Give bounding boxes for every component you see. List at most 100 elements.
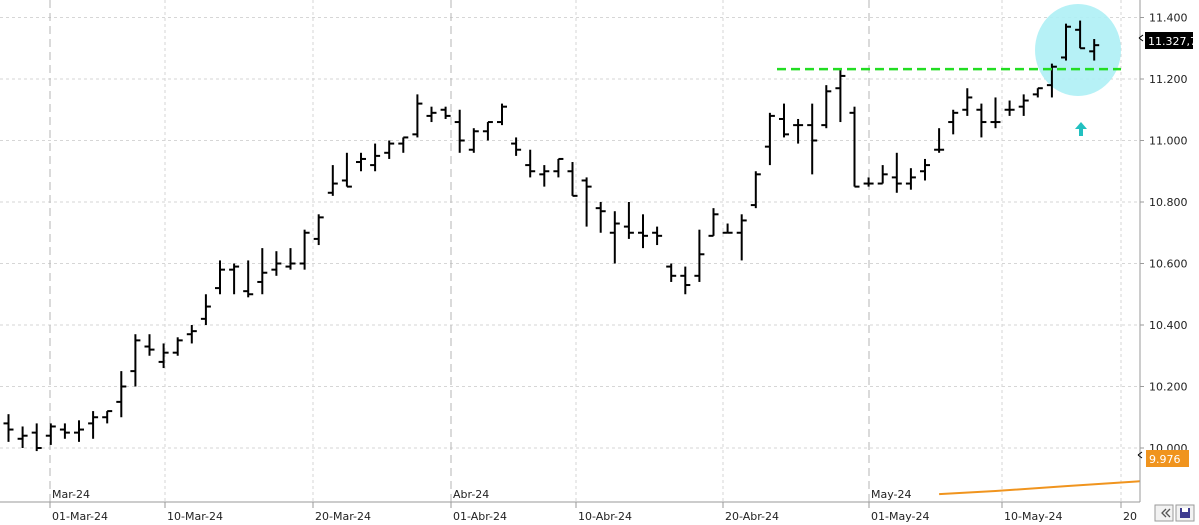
- ohlc-bar: [750, 171, 761, 209]
- ohlc-bar: [497, 103, 507, 126]
- ohlc-bar: [158, 343, 169, 369]
- y-tick-label: 11.200: [1149, 73, 1188, 86]
- ohlc-bar: [17, 426, 28, 448]
- ohlc-bar: [398, 136, 409, 153]
- ohlc-bar: [172, 337, 183, 356]
- ohlc-bar: [482, 121, 493, 141]
- ohlc-bar: [567, 162, 578, 197]
- month-label: Abr-24: [453, 488, 489, 501]
- ohlc-bar: [257, 248, 268, 295]
- ohlc-bar: [849, 106, 860, 188]
- ma-price-tag-bg: [1146, 450, 1189, 467]
- ohlc-bar: [920, 158, 930, 181]
- y-tick-label: 10.200: [1149, 381, 1188, 394]
- ohlc-bar: [595, 202, 606, 233]
- ohlc-bar: [694, 229, 705, 282]
- ma-price-pointer-icon: [1137, 451, 1143, 459]
- ohlc-bar: [835, 69, 846, 123]
- ohlc-bar: [609, 211, 620, 264]
- ohlc-bar: [581, 177, 592, 227]
- ohlc-bar: [807, 103, 818, 175]
- date-label: 20-Abr-24: [725, 510, 779, 523]
- ohlc-bar: [990, 97, 1001, 129]
- date-label: 10-May-24: [1004, 510, 1062, 523]
- ohlc-bar: [426, 106, 437, 123]
- ohlc-bar: [764, 112, 775, 166]
- ohlc-bar: [666, 263, 677, 282]
- x-date-labels: Mar-24 Abr-24 May-24 01-Mar-24 10-Mar-24 20-M…: [49, 488, 1137, 523]
- month-label: May-24: [871, 488, 912, 501]
- date-label: 10-Abr-24: [578, 510, 632, 523]
- annotations: [777, 67, 1121, 136]
- nav-back-button[interactable]: [1154, 504, 1174, 522]
- ohlc-bar: [779, 103, 789, 138]
- ohlc-bar: [102, 410, 113, 424]
- ohlc-bar: [623, 202, 634, 239]
- date-label: 20-Mar-24: [315, 510, 371, 523]
- breakout-highlight-circle: [1035, 4, 1121, 96]
- ohlc-bar: [525, 149, 536, 178]
- y-tick-label: 10.400: [1149, 319, 1188, 332]
- ohlc-bar: [793, 118, 804, 144]
- ohlc-bar: [130, 334, 141, 387]
- ohlc-bar: [1061, 23, 1071, 61]
- ohlc-bar: [370, 143, 381, 172]
- last-price-tag-bg: [1145, 32, 1193, 49]
- y-tick-label: 11.000: [1149, 135, 1188, 148]
- ohlc-bar: [680, 266, 691, 295]
- ohlc-bar: [285, 248, 296, 270]
- ohlc-bar: [638, 214, 648, 249]
- ohlc-bar: [243, 260, 254, 298]
- double-chevron-left-icon: [1161, 508, 1171, 518]
- up-arrow-icon: [1075, 122, 1087, 136]
- grid-lines: [0, 0, 1140, 502]
- floppy-disk-label-area: [1182, 508, 1188, 512]
- date-label: 01-Abr-24: [453, 510, 507, 523]
- ohlc-bar: [905, 168, 916, 190]
- month-label: Mar-24: [52, 488, 90, 501]
- ohlc-bar: [200, 294, 211, 325]
- nav-back-button-bg: [1154, 504, 1174, 522]
- last-price-tag-label: 11.327,7: [1148, 35, 1197, 48]
- ohlc-bar: [891, 152, 902, 193]
- y-tick-label: 11.400: [1149, 12, 1188, 25]
- ohlc-bar: [88, 411, 99, 439]
- ohlc-bar: [356, 152, 366, 172]
- ohlc-bar: [215, 260, 225, 295]
- ma-price-tag-label: 9.976: [1149, 453, 1181, 466]
- save-button[interactable]: [1175, 504, 1195, 522]
- price-axis-background: [1140, 0, 1199, 525]
- ohlc-bar: [821, 85, 832, 129]
- ohlc-bar: [553, 157, 564, 178]
- ohlc-bar: [511, 137, 522, 156]
- ohlc-bar: [976, 103, 987, 138]
- ohlc-bar: [45, 423, 56, 445]
- ohlc-bars: [3, 20, 1100, 452]
- ohlc-bar: [539, 165, 550, 187]
- ohlc-bar: [877, 165, 888, 185]
- ohlc-bar: [299, 229, 310, 270]
- ohlc-bar: [412, 94, 423, 138]
- ohlc-bar: [74, 420, 84, 442]
- ohlc-bar: [144, 334, 155, 356]
- ma-price-tag: 9.976: [1137, 450, 1189, 467]
- last-price-tag: 11.327,7: [1138, 32, 1197, 49]
- ohlc-bar: [948, 109, 959, 135]
- date-label: 10-Mar-24: [167, 510, 223, 523]
- y-tick-label: 10.600: [1149, 258, 1188, 271]
- ohlc-bar: [384, 140, 395, 159]
- ohlc-bar: [708, 208, 719, 237]
- ohlc-bar: [736, 214, 747, 261]
- ohlc-bar: [116, 371, 127, 418]
- last-price-pointer-icon: [1138, 34, 1144, 42]
- ohlc-bar: [59, 423, 70, 439]
- ohlc-bar: [3, 414, 14, 442]
- ohlc-bar: [1089, 39, 1100, 61]
- ohlc-bar: [1032, 87, 1043, 98]
- ohlc-bar: [229, 263, 240, 295]
- ohlc-bar: [454, 109, 465, 153]
- date-label: 01-May-24: [871, 510, 929, 523]
- ohlc-bar: [341, 152, 352, 188]
